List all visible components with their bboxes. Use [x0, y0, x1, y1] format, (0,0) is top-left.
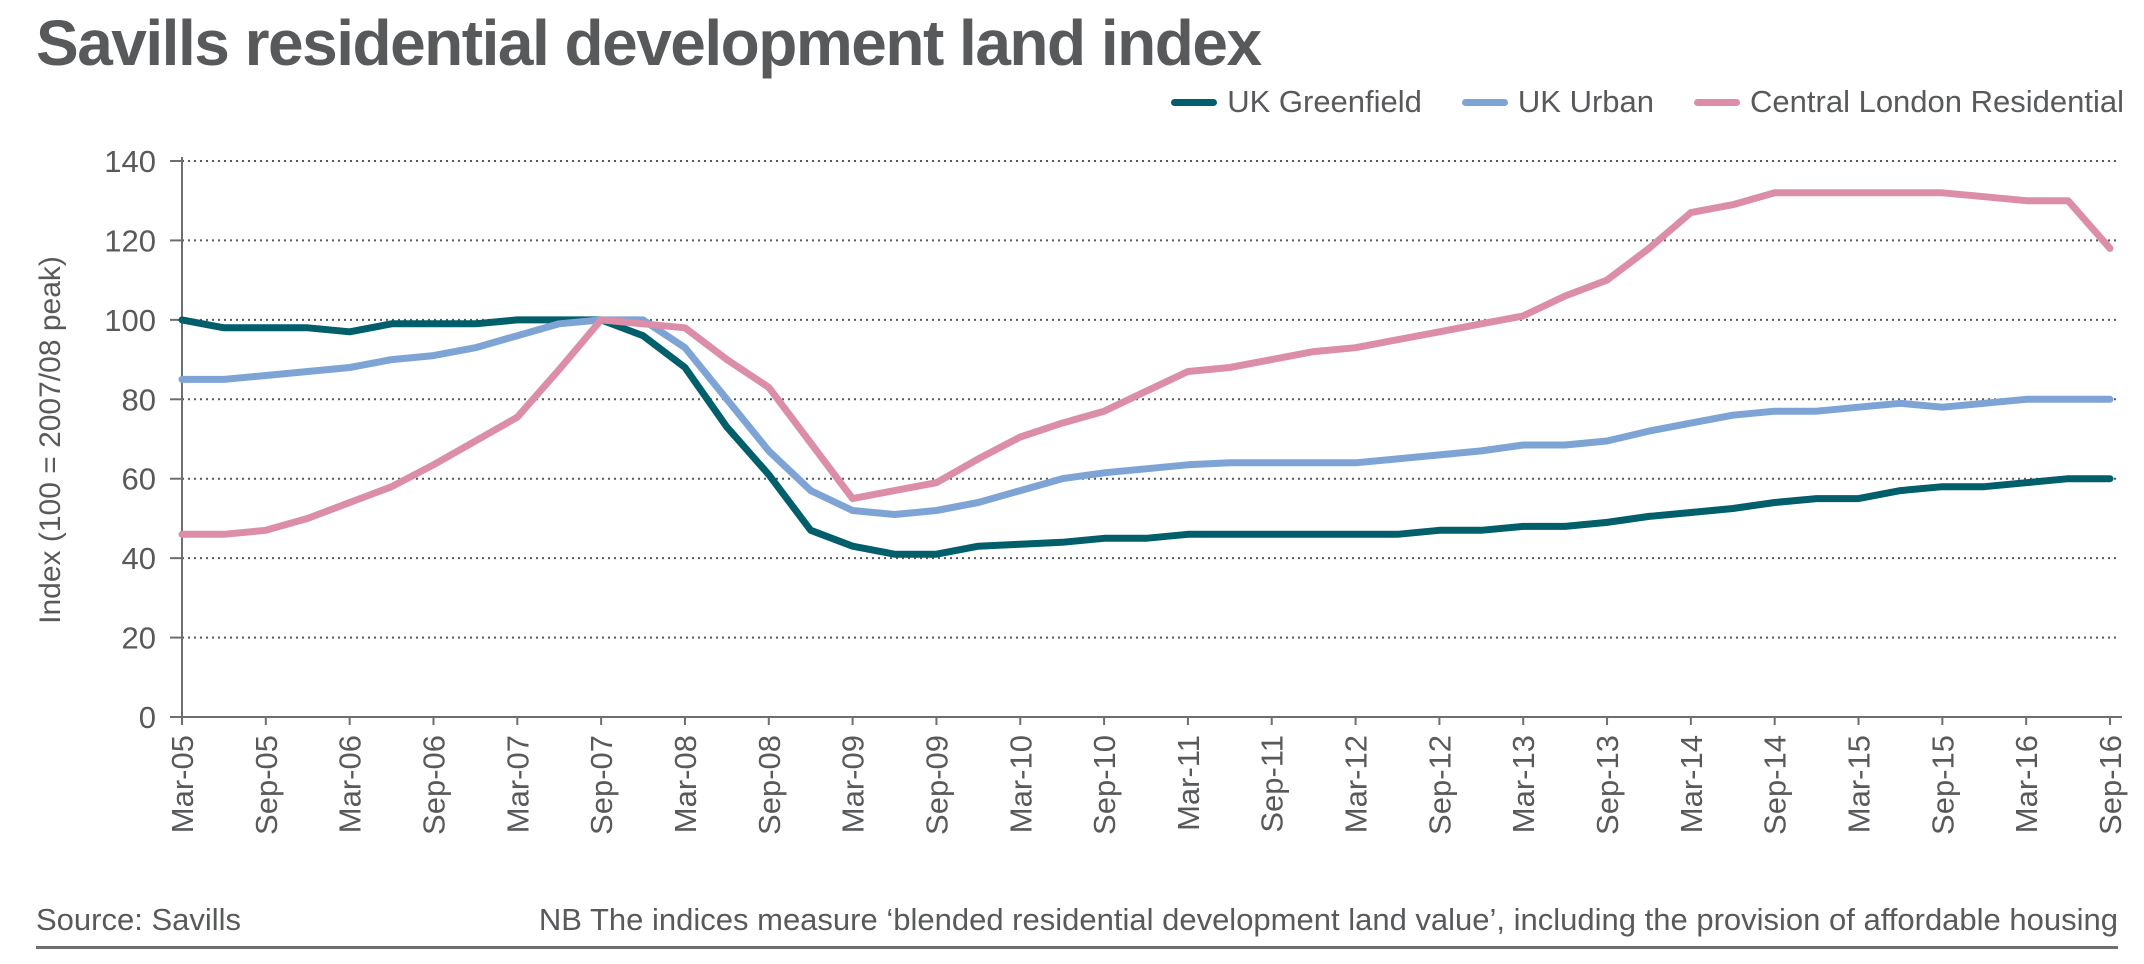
legend-item-uk-greenfield: UK Greenfield: [1171, 84, 1422, 120]
y-axis-label: Index (100 = 2007/08 peak): [34, 256, 67, 624]
x-tick-label: Mar-09: [836, 735, 871, 833]
x-tick-label: Mar-08: [668, 735, 703, 833]
x-tick-label: Mar-15: [1842, 735, 1877, 833]
x-tick-label: Mar-07: [500, 735, 535, 833]
legend-label-uk-urban: UK Urban: [1517, 84, 1655, 119]
x-tick-label: Sep-05: [249, 735, 284, 835]
x-tick-label: Sep-06: [416, 735, 451, 835]
x-tick-label: Sep-08: [752, 735, 787, 835]
y-tick-label: 120: [104, 223, 156, 258]
legend-swatch-central-london: [1694, 98, 1741, 106]
y-tick-label: 40: [122, 541, 156, 576]
series-line-uk-greenfield: [178, 316, 2114, 558]
y-tick-labels: 0 20 40 60 80 100 120 140: [104, 144, 156, 735]
x-tick-label: Sep-11: [1255, 735, 1290, 833]
axes: [170, 157, 2122, 725]
x-tick-label: Mar-10: [1003, 735, 1038, 833]
legend-item-central-london: Central London Residential: [1694, 84, 2124, 120]
series-line-uk-urban: [178, 316, 2114, 518]
y-tick-label: 100: [104, 303, 156, 338]
x-tick-label: Sep-09: [919, 735, 954, 835]
y-tick-label: 60: [122, 462, 156, 497]
footer-divider: [36, 946, 2118, 949]
x-tick-label: Mar-16: [2009, 735, 2044, 833]
methodology-note: NB The indices measure ‘blended resident…: [538, 902, 2118, 937]
x-tick-labels: Mar-05 Sep-05 Mar-06 Sep-06 Mar-07 Sep-07 Mar-…: [165, 735, 2128, 835]
y-tick-label: 0: [139, 700, 156, 735]
y-tick-label: 80: [122, 382, 156, 417]
x-tick-label: Mar-11: [1171, 735, 1206, 831]
legend-label-uk-greenfield: UK Greenfield: [1227, 84, 1422, 119]
x-tick-label: Mar-12: [1339, 735, 1374, 833]
x-tick-label: Sep-13: [1590, 735, 1625, 835]
legend-swatch-uk-urban: [1461, 98, 1508, 106]
legend: UK Greenfield UK Urban Central London Re…: [1171, 84, 2124, 120]
chart-title: Savills residential development land ind…: [36, 7, 1262, 79]
series-lines: [178, 189, 2114, 558]
source-note: Source: Savills: [36, 902, 242, 937]
y-tick-label: 140: [104, 144, 156, 179]
x-tick-label: Sep-10: [1087, 735, 1122, 835]
legend-label-central-london: Central London Residential: [1750, 84, 2124, 119]
x-tick-label: Sep-07: [584, 735, 619, 835]
x-tick-label: Sep-15: [1925, 735, 1960, 835]
x-tick-label: Mar-13: [1506, 735, 1541, 833]
y-tick-label: 20: [122, 621, 156, 656]
x-tick-label: Sep-12: [1422, 735, 1457, 835]
series-line-central-london-residential: [178, 189, 2114, 538]
x-tick-label: Mar-14: [1674, 735, 1709, 833]
x-tick-label: Mar-05: [165, 735, 200, 833]
x-tick-label: Mar-06: [333, 735, 368, 833]
x-tick-label: Sep-16: [2093, 735, 2128, 835]
gridlines: [182, 160, 2120, 639]
legend-item-uk-urban: UK Urban: [1461, 84, 1655, 120]
legend-swatch-uk-greenfield: [1171, 98, 1218, 106]
x-tick-label: Sep-14: [1758, 735, 1793, 835]
